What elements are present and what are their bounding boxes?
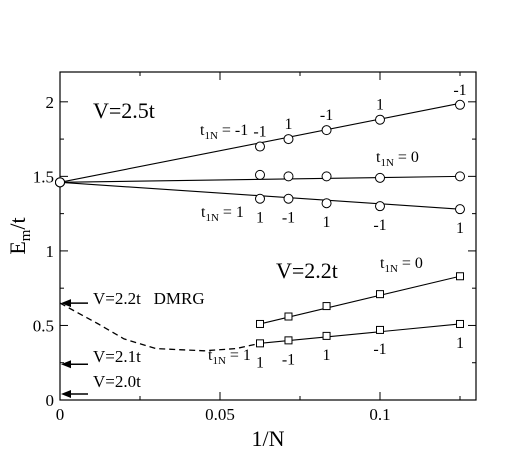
data-point-circle [283, 171, 294, 182]
t1n-value: = 1 [226, 347, 251, 364]
t1n-sub: 1N [205, 212, 219, 224]
y-axis-label-sub: m [18, 229, 34, 241]
series-markers [55, 99, 465, 348]
data-point-square [376, 325, 384, 334]
data-point-square [256, 339, 264, 348]
y-axis-label-main: E [5, 241, 30, 254]
t1n-base: t [376, 149, 381, 166]
t1n-base: t [380, 255, 385, 272]
dmrg-curve [59, 302, 261, 352]
t1n-value: = 0 [398, 255, 423, 272]
x-tick-label: 0 [56, 405, 65, 424]
x-tick-label: 0.1 [369, 405, 390, 424]
data-point-circle [321, 125, 332, 136]
t1n-sub: 1N [380, 157, 394, 169]
x-axis-label: 1/N [252, 426, 285, 451]
data-point-square [376, 290, 384, 299]
fit-line [259, 275, 461, 325]
point-value-label: -1 [320, 107, 333, 124]
t1n-value: = 1 [219, 204, 244, 221]
y-tick-label: 0.5 [33, 316, 54, 335]
data-point-square [322, 302, 331, 311]
axis-ticks: 0 0.05 0.1 0 0.5 1 1.5 2 [33, 72, 476, 424]
data-point-circle [455, 99, 465, 110]
t1n-base: t [201, 204, 206, 221]
t1n-label-bottom: t1N = 1 [201, 204, 244, 224]
point-value-label: 1 [323, 214, 331, 231]
annotation-v25: V=2.5t [93, 98, 155, 123]
t1n-sub: 1N [204, 130, 218, 142]
t1n-label-mid: t1N = 0 [376, 149, 419, 169]
y-tick-label: 1 [46, 242, 55, 261]
arrow-head [61, 360, 71, 369]
data-point-circle [455, 204, 465, 215]
point-value-label: -1 [373, 217, 386, 234]
data-point-square [456, 272, 464, 281]
point-value-label: 1 [323, 347, 331, 364]
arrow-head [61, 390, 71, 399]
t1n-label-top: t1N = -1 [200, 122, 248, 142]
data-point-circle [283, 134, 294, 145]
point-value-label: 1 [256, 354, 264, 371]
data-point-circle [255, 193, 265, 204]
point-labels: -1 1 -1 1 -1 1 -1 1 -1 1 1 -1 1 -1 1 [253, 82, 466, 372]
annotation-v21: V=2.1t [93, 347, 141, 366]
t1n-value: = -1 [218, 122, 248, 139]
point-value-label: 1 [456, 220, 464, 237]
t1n-sub: 1N [384, 263, 398, 275]
annotation-v22-dmrg: V=2.2t DMRG [93, 289, 205, 308]
point-value-label: -1 [282, 210, 295, 227]
data-point-circle [375, 114, 385, 125]
data-point-square [456, 319, 464, 328]
point-value-label: 1 [256, 210, 264, 227]
data-point-circle [321, 198, 332, 209]
y-axis-label: Em/t [5, 217, 34, 254]
y-tick-label: 2 [46, 93, 55, 112]
plot-frame [59, 71, 477, 401]
data-point-square [284, 312, 293, 321]
data-point-circle [255, 141, 265, 152]
t1n-base: t [208, 347, 213, 364]
annotation-v20: V=2.0t [93, 372, 141, 391]
point-value-label: -1 [253, 124, 266, 141]
data-point-circle [321, 171, 332, 182]
point-value-label: -1 [282, 351, 295, 368]
data-point-square [256, 319, 264, 328]
arrow-head [61, 299, 71, 308]
arrow-markers [61, 299, 88, 399]
t1n-label-v22-bottom: t1N = 1 [208, 347, 251, 367]
data-point-square [322, 331, 331, 340]
data-point-circle [375, 201, 385, 212]
point-value-label: 1 [376, 97, 384, 114]
point-value-label: 1 [456, 335, 464, 352]
t1n-value: = 0 [394, 149, 419, 166]
data-point-circle [455, 171, 465, 182]
y-tick-label: 1.5 [33, 167, 54, 186]
data-point-circle [255, 169, 265, 180]
point-value-label: -1 [453, 82, 466, 99]
data-point-circle [283, 193, 294, 204]
y-tick-label: 0 [46, 391, 55, 410]
data-point-circle [375, 172, 385, 183]
t1n-base: t [200, 122, 205, 139]
y-axis-label-tail: /t [5, 217, 30, 229]
annotation-v22: V=2.2t [276, 258, 338, 283]
point-value-label: -1 [373, 341, 386, 358]
t1n-sub: 1N [212, 355, 226, 367]
fit-line [259, 323, 461, 344]
data-point-square [284, 336, 293, 345]
point-value-label: 1 [284, 116, 292, 133]
data-point-circle [55, 177, 65, 188]
x-tick-label: 0.05 [205, 405, 235, 424]
t1n-label-v22-top: t1N = 0 [380, 255, 423, 275]
